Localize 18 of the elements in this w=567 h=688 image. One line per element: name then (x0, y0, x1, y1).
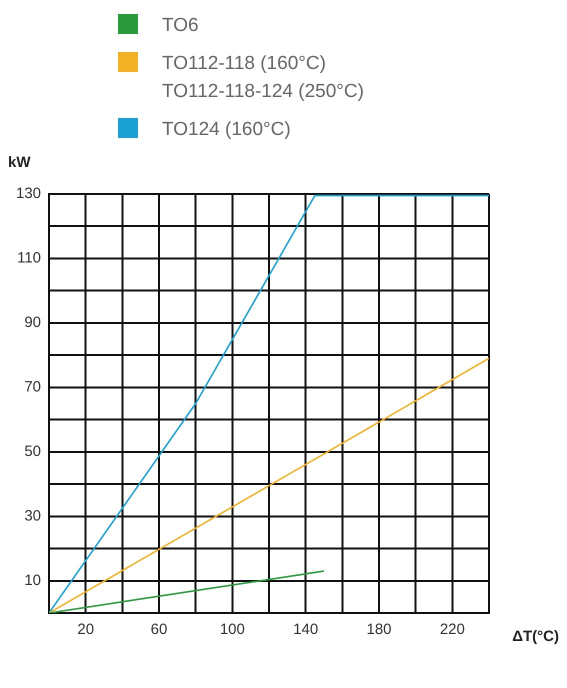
legend-label: TO6 (162, 14, 199, 38)
x-tick-label: 20 (77, 621, 94, 638)
y-tick-label: 130 (16, 185, 42, 202)
x-tick-label: 100 (220, 621, 245, 638)
x-tick-label: 220 (440, 621, 465, 638)
x-tick-label: 60 (150, 621, 168, 638)
y-tick-label: 10 (24, 572, 42, 589)
legend-label: TO124 (160°C) (162, 118, 291, 142)
y-axis-title: kW (8, 154, 32, 171)
y-tick-label: 70 (24, 378, 42, 396)
y-tick-label: 50 (24, 442, 42, 460)
y-tick-label: 110 (17, 250, 42, 267)
y-tick-label: 30 (24, 507, 42, 524)
legend-label: TO112-118 (160°C) TO112-118-124 (250°C) (162, 52, 364, 104)
x-axis-title: ΔT(°C) (512, 628, 559, 645)
y-tick-label: 90 (24, 314, 42, 332)
x-tick-label: 180 (366, 621, 392, 638)
x-tick-label: 140 (293, 621, 318, 638)
